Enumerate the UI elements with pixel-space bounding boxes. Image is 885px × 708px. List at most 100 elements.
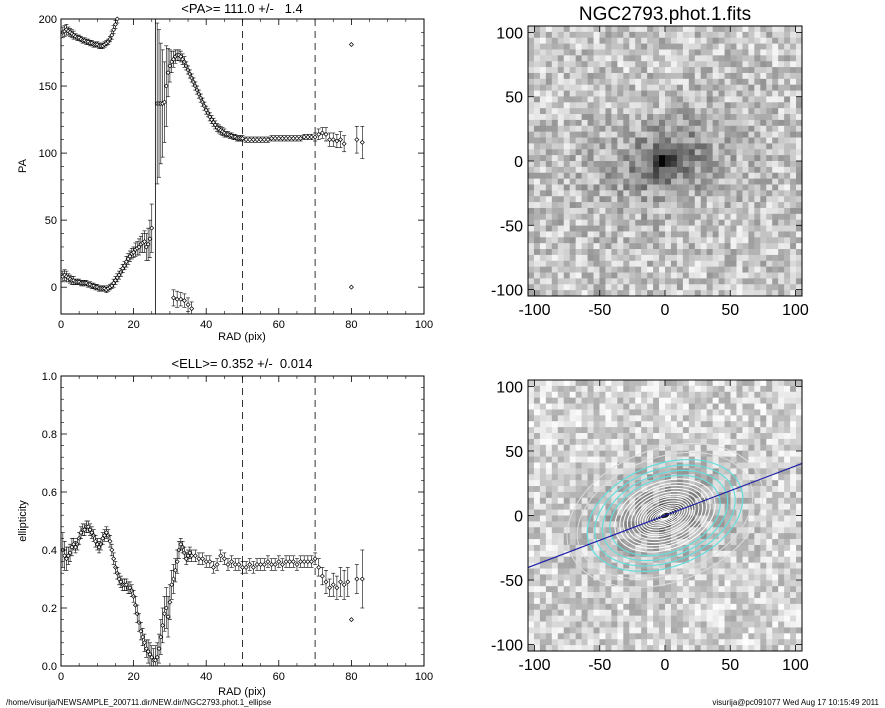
image-pixel xyxy=(688,137,696,144)
data-point xyxy=(236,558,242,571)
image-pixel xyxy=(599,108,606,115)
image-pixel xyxy=(611,190,618,197)
image-pixel xyxy=(706,438,714,446)
image-pixel xyxy=(653,433,660,440)
image-pixel xyxy=(659,438,666,446)
image-pixel xyxy=(551,43,559,50)
image-pixel xyxy=(676,96,684,103)
image-pixel xyxy=(790,284,797,291)
image-pixel xyxy=(659,415,666,422)
image-pixel xyxy=(611,166,618,174)
image-pixel xyxy=(539,207,547,215)
image-pixel xyxy=(587,450,594,457)
image-pixel xyxy=(569,61,577,68)
image-pixel xyxy=(748,450,755,457)
image-pixel xyxy=(706,55,714,62)
data-point xyxy=(196,552,202,565)
image-pixel xyxy=(718,515,725,522)
image-pixel xyxy=(533,278,541,285)
image-pixel xyxy=(766,468,773,475)
image-pixel xyxy=(581,397,588,404)
y-tick-label: 100 xyxy=(496,25,523,42)
image-pixel xyxy=(545,178,553,185)
image-pixel xyxy=(790,491,797,499)
image-pixel xyxy=(581,243,588,250)
image-pixel xyxy=(635,409,642,416)
image-pixel xyxy=(754,421,761,428)
image-pixel xyxy=(670,480,678,487)
image-pixel xyxy=(790,108,797,115)
image-pixel xyxy=(528,385,535,393)
image-pixel xyxy=(718,37,725,45)
image-pixel xyxy=(635,67,642,74)
image-pixel xyxy=(575,143,583,150)
image-pixel xyxy=(682,491,690,499)
data-point xyxy=(243,561,249,574)
image-pixel xyxy=(670,55,678,62)
data-point xyxy=(181,293,187,308)
image-pixel xyxy=(676,260,684,268)
image-pixel xyxy=(635,61,642,68)
image-pixel xyxy=(688,196,696,203)
image-pixel xyxy=(688,272,696,279)
image-pixel xyxy=(760,254,767,262)
image-pixel xyxy=(736,131,743,138)
image-pixel xyxy=(611,26,618,33)
image-pixel xyxy=(724,385,731,393)
image-pixel xyxy=(670,143,678,150)
image-pixel xyxy=(533,196,541,203)
data-point xyxy=(305,134,311,140)
data-point xyxy=(89,526,95,539)
image-pixel xyxy=(569,213,577,221)
image-pixel xyxy=(760,72,767,80)
image-pixel xyxy=(706,527,714,534)
image-pixel xyxy=(659,108,666,115)
image-pixel xyxy=(778,254,785,262)
image-pixel xyxy=(796,84,803,91)
image-pixel xyxy=(694,480,702,487)
image-pixel xyxy=(742,391,749,399)
image-pixel xyxy=(539,149,547,156)
x-tick-label: 50 xyxy=(721,302,739,319)
image-pixel xyxy=(688,421,696,428)
image-pixel xyxy=(700,61,708,68)
data-point xyxy=(229,555,235,568)
image-pixel xyxy=(611,278,618,285)
image-pixel xyxy=(682,254,690,262)
image-pixel xyxy=(760,391,767,399)
image-pixel xyxy=(748,184,755,191)
diamond-marker xyxy=(225,562,231,567)
image-pixel xyxy=(629,243,636,250)
image-pixel xyxy=(623,207,630,215)
image-pixel xyxy=(599,278,606,285)
image-pixel xyxy=(712,190,720,197)
image-pixel xyxy=(605,284,612,291)
image-pixel xyxy=(778,433,785,440)
y-tick-label: 0 xyxy=(514,154,523,171)
image-pixel xyxy=(563,397,571,404)
image-pixel xyxy=(665,450,672,457)
image-pixel xyxy=(533,444,541,452)
image-pixel xyxy=(676,143,684,150)
image-pixel xyxy=(539,509,547,516)
image-pixel xyxy=(796,266,803,273)
image-pixel xyxy=(742,438,749,446)
image-pixel xyxy=(665,184,672,191)
image-pixel xyxy=(790,427,797,434)
image-pixel xyxy=(659,166,666,174)
image-pixel xyxy=(676,497,684,505)
image-pixel xyxy=(736,90,743,97)
image-pixel xyxy=(754,31,761,39)
image-pixel xyxy=(682,90,690,97)
image-pixel xyxy=(581,497,588,505)
image-pixel xyxy=(617,78,624,86)
image-pixel xyxy=(557,61,565,68)
image-pixel xyxy=(682,31,690,39)
image-pixel xyxy=(754,391,761,399)
image-pixel xyxy=(730,266,737,273)
data-point xyxy=(109,543,115,557)
image-pixel xyxy=(766,284,773,291)
image-pixel xyxy=(700,243,708,250)
image-pixel xyxy=(539,84,547,91)
image-pixel xyxy=(551,397,559,404)
